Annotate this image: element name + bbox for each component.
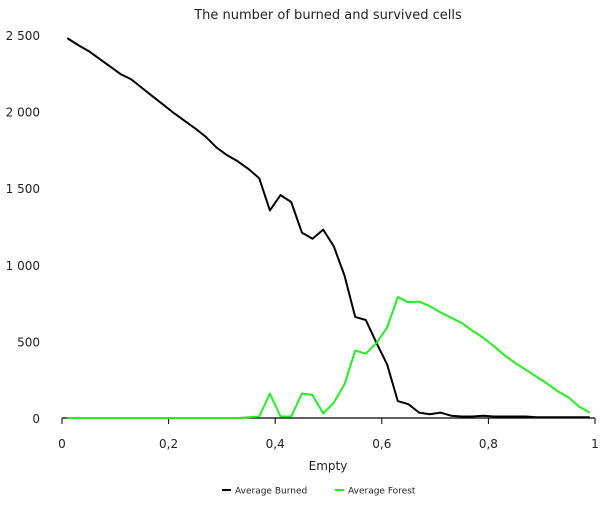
legend-label: Average Forest <box>348 487 416 497</box>
x-tick-label: 1 <box>591 437 599 451</box>
y-tick-label: 2 500 <box>6 29 40 43</box>
series-line-average-burned <box>66 37 590 419</box>
series-layer <box>66 37 591 419</box>
y-tick-label: 500 <box>17 335 40 349</box>
x-axis-ticks: 0 0,2 0,4 0,6 0,8 1 <box>58 418 599 451</box>
chart-title: The number of burned and survived cells <box>193 8 462 23</box>
x-tick-label: 0,6 <box>372 437 391 451</box>
y-tick-label: 2 000 <box>6 106 40 120</box>
y-tick-label: 0 <box>32 412 40 426</box>
x-tick-label: 0,4 <box>266 437 285 451</box>
y-axis-ticks: 0 500 1 000 1 500 2 000 2 500 <box>6 29 40 426</box>
series-line-average-forest <box>67 296 591 419</box>
x-tick-label: 0,2 <box>159 437 178 451</box>
legend: Average Burned Average Forest <box>222 487 416 497</box>
x-tick-label: 0,8 <box>479 437 498 451</box>
y-tick-label: 1 000 <box>6 259 40 273</box>
x-axis-label: Empty <box>309 459 348 473</box>
legend-label: Average Burned <box>235 487 307 497</box>
y-tick-label: 1 500 <box>6 182 40 196</box>
x-tick-label: 0 <box>58 437 66 451</box>
